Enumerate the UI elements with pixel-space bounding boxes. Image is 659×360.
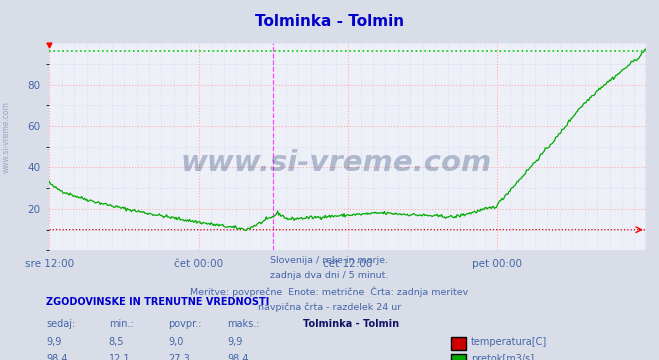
Text: min.:: min.: bbox=[109, 319, 134, 329]
Text: 98,4: 98,4 bbox=[46, 354, 68, 360]
Text: zadnja dva dni / 5 minut.: zadnja dva dni / 5 minut. bbox=[270, 271, 389, 280]
Text: Slovenija / reke in morje.: Slovenija / reke in morje. bbox=[270, 256, 389, 265]
Text: 9,0: 9,0 bbox=[168, 337, 183, 347]
Text: maks.:: maks.: bbox=[227, 319, 260, 329]
Text: Tolminka - Tolmin: Tolminka - Tolmin bbox=[255, 14, 404, 29]
Text: sedaj:: sedaj: bbox=[46, 319, 75, 329]
Text: 9,9: 9,9 bbox=[227, 337, 243, 347]
Text: www.si-vreme.com: www.si-vreme.com bbox=[180, 149, 492, 177]
Text: 9,9: 9,9 bbox=[46, 337, 61, 347]
Text: www.si-vreme.com: www.si-vreme.com bbox=[2, 101, 11, 173]
Text: 8,5: 8,5 bbox=[109, 337, 125, 347]
Text: navpična črta - razdelek 24 ur: navpična črta - razdelek 24 ur bbox=[258, 302, 401, 311]
Text: pretok[m3/s]: pretok[m3/s] bbox=[471, 354, 534, 360]
Text: ZGODOVINSKE IN TRENUTNE VREDNOSTI: ZGODOVINSKE IN TRENUTNE VREDNOSTI bbox=[46, 297, 270, 307]
Text: povpr.:: povpr.: bbox=[168, 319, 202, 329]
Text: Meritve: povprečne  Enote: metrične  Črta: zadnja meritev: Meritve: povprečne Enote: metrične Črta:… bbox=[190, 287, 469, 297]
Text: 27,3: 27,3 bbox=[168, 354, 190, 360]
Text: 12,1: 12,1 bbox=[109, 354, 130, 360]
Text: temperatura[C]: temperatura[C] bbox=[471, 337, 548, 347]
Text: 98,4: 98,4 bbox=[227, 354, 249, 360]
Text: Tolminka - Tolmin: Tolminka - Tolmin bbox=[303, 319, 399, 329]
